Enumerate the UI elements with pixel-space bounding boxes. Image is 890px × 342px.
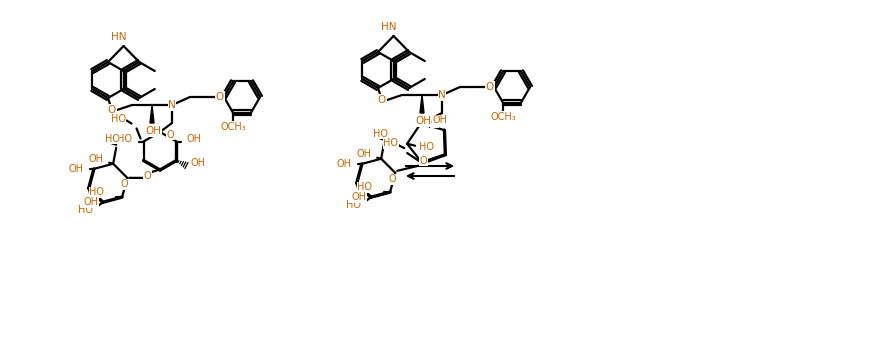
Text: HN: HN — [111, 32, 126, 42]
Text: OH: OH — [88, 154, 103, 164]
Text: O: O — [108, 105, 116, 115]
Text: HO: HO — [357, 182, 372, 192]
Text: O: O — [144, 171, 151, 181]
Text: O: O — [216, 92, 224, 102]
Text: HO: HO — [110, 114, 125, 123]
Text: OH: OH — [433, 115, 448, 126]
Text: O: O — [419, 156, 427, 166]
Text: HO: HO — [89, 187, 104, 197]
Text: OH: OH — [186, 133, 201, 144]
Text: HO: HO — [346, 200, 360, 210]
Text: O: O — [378, 95, 386, 105]
Text: HN: HN — [381, 22, 396, 32]
Text: OH: OH — [84, 197, 98, 207]
Text: O: O — [166, 130, 174, 140]
Text: OCH₃: OCH₃ — [490, 111, 516, 122]
Text: O: O — [389, 174, 397, 184]
Text: OH: OH — [356, 149, 371, 159]
Text: O: O — [121, 180, 128, 189]
Text: HO: HO — [384, 138, 398, 148]
Text: OCH₃: OCH₃ — [220, 122, 246, 132]
Text: HO: HO — [117, 133, 132, 144]
Text: O: O — [486, 82, 494, 92]
Text: N: N — [168, 100, 176, 110]
Text: HO: HO — [105, 134, 119, 144]
Text: OH: OH — [69, 164, 84, 174]
Text: OH: OH — [337, 159, 352, 169]
Text: OH: OH — [145, 126, 161, 136]
Text: OH: OH — [415, 116, 431, 126]
Polygon shape — [150, 105, 154, 123]
Text: O: O — [431, 118, 439, 128]
Polygon shape — [420, 95, 424, 113]
Text: N: N — [438, 90, 446, 100]
Text: OH: OH — [352, 192, 366, 202]
Text: OH: OH — [190, 158, 206, 169]
Text: HO: HO — [77, 205, 93, 215]
Text: HO: HO — [419, 142, 434, 152]
Text: HO: HO — [373, 129, 388, 139]
